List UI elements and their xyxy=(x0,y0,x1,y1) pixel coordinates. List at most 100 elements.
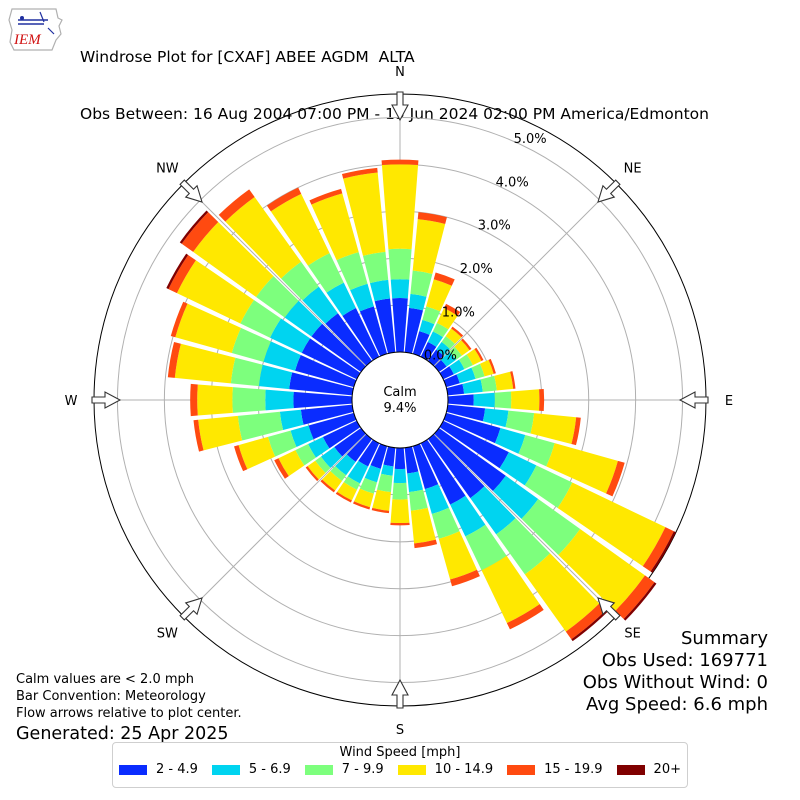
wind-bar-segment xyxy=(539,388,545,412)
wind-bar-segment xyxy=(269,318,311,353)
wind-bar-segment xyxy=(427,434,485,499)
wind-bar-segment xyxy=(168,254,196,294)
arrows-note: Flow arrows relative to plot center. xyxy=(16,706,242,721)
wind-bar-segment xyxy=(258,364,293,390)
wind-bar-segment xyxy=(571,417,581,446)
wind-bar-segment xyxy=(447,394,474,406)
wind-bar-segment xyxy=(176,260,254,324)
wind-bar-segment xyxy=(376,473,393,493)
wind-bar-segment xyxy=(409,489,428,511)
wind-bar-segment xyxy=(301,338,361,380)
wind-bar-segment xyxy=(240,300,282,338)
wind-bar-segment xyxy=(181,212,219,252)
wind-bar-segment xyxy=(449,346,462,360)
wind-bar-segment xyxy=(359,477,378,494)
legend-item: 20+ xyxy=(616,762,681,777)
wind-bar-segment xyxy=(342,308,380,361)
wind-bar-segment xyxy=(311,323,366,373)
summary-heading: Summary xyxy=(681,628,768,649)
wind-bar-segment xyxy=(311,193,359,261)
grid-spoke xyxy=(183,433,367,617)
wind-bar-segment xyxy=(170,301,188,338)
wind-bar-segment xyxy=(281,261,319,301)
wind-bar-segment xyxy=(414,539,438,549)
wind-bar-segment xyxy=(492,475,539,519)
direction-arrow-icon xyxy=(91,391,122,409)
wind-bar-segment xyxy=(410,270,433,297)
wind-bar-segment xyxy=(370,443,388,469)
wind-bar-segment xyxy=(198,415,243,451)
wind-bar-segment xyxy=(371,507,390,514)
wind-bar-segment xyxy=(390,499,410,524)
wind-bar-segment xyxy=(330,466,347,481)
wind-bar-segment xyxy=(412,443,439,490)
wind-bar-segment xyxy=(336,252,368,291)
wind-bar-segment xyxy=(266,187,302,212)
wind-bar-segment xyxy=(440,351,457,367)
wind-bar-segment xyxy=(265,389,294,411)
legend-swatch xyxy=(211,764,240,775)
legend: Wind Speed [mph] 2 - 4.9 5 - 6.9 7 - 9.9… xyxy=(112,742,688,788)
wind-bar-segment xyxy=(443,374,460,388)
wind-bar-segment xyxy=(179,210,209,244)
wind-bar-segment xyxy=(279,409,304,431)
wind-bar-segment xyxy=(369,279,391,302)
wind-bar-segment xyxy=(381,164,419,250)
wind-bar-segment xyxy=(320,447,343,469)
wind-bar-segment xyxy=(390,279,410,299)
wind-bar-segment xyxy=(218,189,255,222)
direction-arrow-icon xyxy=(597,179,621,203)
wind-bar-segment xyxy=(615,575,655,620)
legend-label: 15 - 19.9 xyxy=(544,762,603,777)
wind-bar-segment xyxy=(335,491,352,503)
legend-swatch xyxy=(507,764,536,775)
notes-block: Calm values are < 2.0 mph Bar Convention… xyxy=(16,671,242,745)
wind-bar-segment xyxy=(270,193,330,266)
direction-label: NE xyxy=(624,161,642,176)
iem-logo-text: IEM xyxy=(13,32,42,48)
wind-bar-segment xyxy=(383,446,396,467)
wind-bar-segment xyxy=(308,436,330,458)
wind-bar-segment xyxy=(461,338,472,351)
legend-item: 5 - 6.9 xyxy=(211,762,291,777)
wind-bar-segment xyxy=(446,383,465,396)
wind-bar-segment xyxy=(494,428,526,454)
wind-bar-segment xyxy=(372,489,391,511)
wind-bar-segment xyxy=(412,219,446,274)
wind-bar-segment xyxy=(458,354,473,370)
wind-bar-segment xyxy=(278,450,305,477)
summary-obs-without-wind: Obs Without Wind: 0 xyxy=(582,672,768,693)
wind-bar-segment xyxy=(441,336,455,349)
wind-bar-segment xyxy=(274,458,289,479)
legend-items: 2 - 4.9 5 - 6.9 7 - 9.9 10 - 14.9 15 - 1… xyxy=(113,760,687,777)
wind-bar-segment xyxy=(190,383,198,417)
wind-bar-segment xyxy=(450,569,480,587)
wind-bar-segment xyxy=(256,276,299,318)
wind-bar-segment xyxy=(426,279,452,312)
legend-swatch xyxy=(119,764,147,775)
wind-bar-segment xyxy=(480,375,497,392)
wind-bar-segment xyxy=(354,488,374,508)
wind-bar-segment xyxy=(449,359,465,375)
wind-bar-segment xyxy=(422,306,441,325)
wind-bar-segment xyxy=(347,460,369,484)
wind-bar-segment xyxy=(557,482,666,567)
wind-bar-segment xyxy=(558,528,645,611)
wind-bar-segment xyxy=(445,328,462,344)
wind-bar-segment xyxy=(315,456,331,473)
wind-bar-segment xyxy=(432,322,449,338)
direction-label: W xyxy=(65,394,78,409)
wind-bar-segment xyxy=(374,298,396,354)
wind-bars xyxy=(166,159,676,642)
grid-spoke xyxy=(433,183,617,367)
radial-tick-label: 3.0% xyxy=(478,219,511,234)
wind-bar-segment xyxy=(392,482,408,500)
wind-bar-segment xyxy=(309,188,343,205)
wind-bar-segment xyxy=(346,434,373,462)
wind-bar-segment xyxy=(225,196,302,279)
wind-bar-segment xyxy=(343,476,361,490)
wind-bar-segment xyxy=(381,464,394,476)
wind-bar-segment xyxy=(231,327,271,362)
wind-bar-segment xyxy=(436,341,450,356)
calm-value: 9.4% xyxy=(383,401,416,416)
